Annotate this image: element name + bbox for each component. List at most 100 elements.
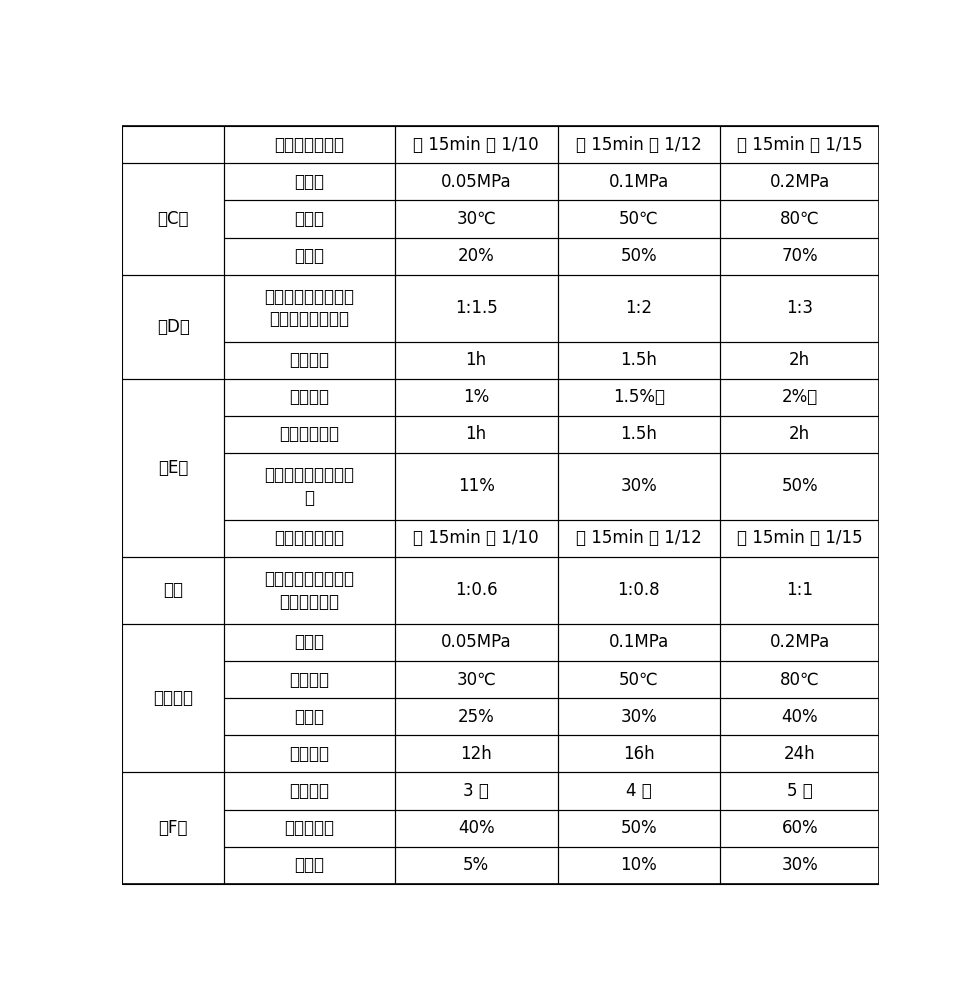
- Text: 24h: 24h: [784, 745, 816, 763]
- Text: 载锦树脂中间体与氢
氧化钓溶液质量比: 载锦树脂中间体与氢 氧化钓溶液质量比: [265, 288, 355, 328]
- Bar: [558, 275, 720, 342]
- Bar: [558, 661, 720, 698]
- Text: 3 次: 3 次: [463, 782, 489, 800]
- Text: 1:2: 1:2: [625, 299, 653, 317]
- Bar: [395, 520, 558, 557]
- Text: 25%: 25%: [458, 708, 494, 726]
- Bar: [395, 379, 558, 416]
- Bar: [720, 772, 879, 810]
- Text: 1:3: 1:3: [786, 299, 813, 317]
- Bar: [122, 624, 225, 772]
- Bar: [225, 163, 395, 200]
- Bar: [558, 810, 720, 847]
- Bar: [558, 557, 720, 624]
- Text: 1:0.8: 1:0.8: [617, 581, 660, 599]
- Bar: [225, 416, 395, 453]
- Bar: [720, 624, 879, 661]
- Bar: [558, 379, 720, 416]
- Bar: [225, 557, 395, 624]
- Text: 反应时间: 反应时间: [289, 351, 329, 369]
- Text: （D）: （D）: [156, 318, 190, 336]
- Text: 0.2MPa: 0.2MPa: [770, 173, 829, 191]
- Text: 乙醇与载锦纳米复合
树脂的质量比: 乙醇与载锦纳米复合 树脂的质量比: [265, 570, 355, 611]
- Text: 12h: 12h: [460, 745, 492, 763]
- Text: 4 次: 4 次: [626, 782, 652, 800]
- Bar: [395, 624, 558, 661]
- Text: 在 15min 内 1/15: 在 15min 内 1/15: [737, 529, 863, 547]
- Bar: [395, 126, 558, 163]
- Bar: [720, 200, 879, 238]
- Text: 在 15min 内 1/10: 在 15min 内 1/10: [413, 136, 539, 154]
- Bar: [720, 661, 879, 698]
- Text: 5%: 5%: [463, 856, 489, 874]
- Text: 30℃: 30℃: [456, 671, 496, 689]
- Text: 30℃: 30℃: [456, 210, 496, 228]
- Text: 2h: 2h: [789, 425, 810, 443]
- Text: 30%: 30%: [620, 477, 658, 495]
- Bar: [720, 275, 879, 342]
- Bar: [122, 557, 225, 624]
- Bar: [395, 416, 558, 453]
- Bar: [225, 810, 395, 847]
- Text: 50℃: 50℃: [619, 210, 658, 228]
- Bar: [720, 163, 879, 200]
- Bar: [395, 342, 558, 379]
- Text: （F）: （F）: [158, 819, 188, 837]
- Text: 水清次数: 水清次数: [289, 782, 329, 800]
- Bar: [720, 416, 879, 453]
- Text: 80℃: 80℃: [780, 671, 820, 689]
- Bar: [395, 810, 558, 847]
- Bar: [122, 163, 225, 275]
- Text: 盐酸浓度: 盐酸浓度: [289, 388, 329, 406]
- Bar: [122, 275, 225, 379]
- Bar: [558, 735, 720, 772]
- Text: 氢氧化钓溶液质量浓
度: 氢氧化钓溶液质量浓 度: [265, 466, 355, 507]
- Text: （E）: （E）: [158, 459, 189, 477]
- Bar: [225, 624, 395, 661]
- Text: 在 15min 内 1/10: 在 15min 内 1/10: [413, 529, 539, 547]
- Bar: [122, 379, 225, 557]
- Text: 0.1MPa: 0.1MPa: [609, 173, 669, 191]
- Text: 分批加入的速度: 分批加入的速度: [275, 529, 345, 547]
- Bar: [225, 200, 395, 238]
- Bar: [225, 735, 395, 772]
- Text: 50%: 50%: [620, 247, 658, 265]
- Text: 静置时间: 静置时间: [289, 745, 329, 763]
- Text: 2h: 2h: [789, 351, 810, 369]
- Bar: [225, 772, 395, 810]
- Text: 1.5%的: 1.5%的: [613, 388, 665, 406]
- Text: 在 15min 内 1/12: 在 15min 内 1/12: [576, 529, 701, 547]
- Text: 1.5h: 1.5h: [620, 425, 658, 443]
- Bar: [395, 735, 558, 772]
- Text: 50%: 50%: [782, 477, 818, 495]
- Bar: [395, 772, 558, 810]
- Bar: [720, 810, 879, 847]
- Text: 1.5h: 1.5h: [620, 351, 658, 369]
- Text: 50%: 50%: [620, 819, 658, 837]
- Text: 5 次: 5 次: [786, 782, 813, 800]
- Bar: [720, 126, 879, 163]
- Text: 真空度: 真空度: [294, 633, 324, 651]
- Bar: [558, 126, 720, 163]
- Text: 2%的: 2%的: [782, 388, 818, 406]
- Text: 60%: 60%: [782, 819, 818, 837]
- Bar: [720, 379, 879, 416]
- Text: 50℃: 50℃: [619, 671, 658, 689]
- Text: 0.2MPa: 0.2MPa: [770, 633, 829, 651]
- Text: 0.1MPa: 0.1MPa: [609, 633, 669, 651]
- Text: 醇洗: 醇洗: [163, 581, 184, 599]
- Bar: [225, 379, 395, 416]
- Text: 10%: 10%: [620, 856, 658, 874]
- Text: 20%: 20%: [458, 247, 494, 265]
- Bar: [395, 847, 558, 884]
- Text: （C）: （C）: [157, 210, 189, 228]
- Bar: [558, 416, 720, 453]
- Bar: [225, 520, 395, 557]
- Bar: [395, 275, 558, 342]
- Bar: [558, 520, 720, 557]
- Text: 1:0.6: 1:0.6: [454, 581, 497, 599]
- Text: 真空度: 真空度: [294, 173, 324, 191]
- Text: 1:1: 1:1: [786, 581, 813, 599]
- Text: 70%: 70%: [782, 247, 818, 265]
- Bar: [395, 557, 558, 624]
